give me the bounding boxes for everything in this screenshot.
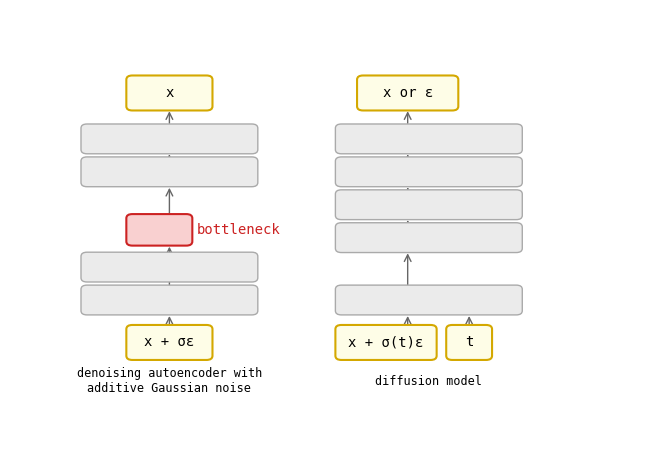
Text: x + σε: x + σε [144,335,194,350]
FancyBboxPatch shape [81,157,258,187]
Text: diffusion model: diffusion model [376,375,482,388]
FancyBboxPatch shape [126,76,213,111]
FancyBboxPatch shape [335,190,523,220]
FancyBboxPatch shape [357,76,458,111]
FancyBboxPatch shape [335,157,523,187]
Text: x or ε: x or ε [383,86,433,100]
FancyBboxPatch shape [126,325,213,360]
Text: t: t [465,335,473,350]
FancyBboxPatch shape [335,223,523,252]
FancyBboxPatch shape [81,124,258,154]
Text: denoising autoencoder with
additive Gaussian noise: denoising autoencoder with additive Gaus… [77,368,262,396]
FancyBboxPatch shape [81,252,258,282]
FancyBboxPatch shape [335,325,437,360]
FancyBboxPatch shape [335,124,523,154]
FancyBboxPatch shape [446,325,492,360]
Text: bottleneck: bottleneck [197,223,281,237]
FancyBboxPatch shape [81,285,258,315]
FancyBboxPatch shape [335,285,523,315]
FancyBboxPatch shape [126,214,192,246]
Text: x: x [165,86,174,100]
Text: x + σ(t)ε: x + σ(t)ε [348,335,424,350]
